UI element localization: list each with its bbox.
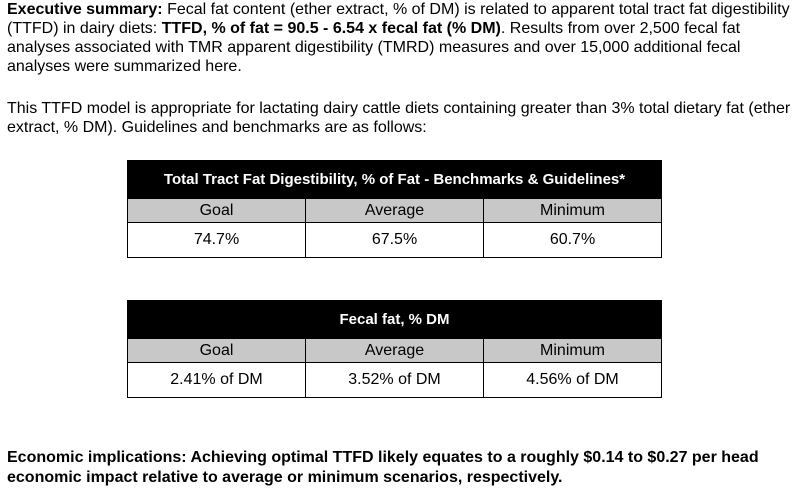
- fecal-fat-header-minimum: Minimum: [483, 338, 662, 363]
- fecal-fat-header-average: Average: [305, 338, 484, 363]
- ttfd-value-minimum: 60.7%: [483, 222, 662, 258]
- fecal-fat-header-goal: Goal: [127, 338, 306, 363]
- model-paragraph: This TTFD model is appropriate for lacta…: [7, 100, 791, 136]
- fecal-fat-table-title: Fecal fat, % DM: [127, 300, 662, 339]
- economic-implications-paragraph: Economic implications: Achieving optimal…: [7, 449, 759, 486]
- ttfd-value-average: 67.5%: [305, 222, 484, 258]
- summary-label: Executive summary:: [7, 1, 163, 18]
- ttfd-benchmark-table: Total Tract Fat Digestibility, % of Fat …: [127, 160, 662, 258]
- ttfd-header-average: Average: [305, 198, 484, 223]
- summary-text-2: . Results from over 2,500 fecal fat anal…: [7, 20, 741, 75]
- ttfd-table-title: Total Tract Fat Digestibility, % of Fat …: [127, 160, 662, 199]
- ttfd-header-minimum: Minimum: [483, 198, 662, 223]
- executive-summary-paragraph: Executive summary: Fecal fat content (et…: [7, 0, 793, 76]
- fecal-fat-table: Fecal fat, % DM Goal Average Minimum 2.4…: [127, 300, 662, 398]
- summary-text-1: Fecal fat content (ether extract, % of D…: [7, 1, 790, 37]
- fecal-fat-value-goal: 2.41% of DM: [127, 362, 306, 398]
- fecal-fat-value-minimum: 4.56% of DM: [483, 362, 662, 398]
- fecal-fat-value-average: 3.52% of DM: [305, 362, 484, 398]
- ttfd-header-goal: Goal: [127, 198, 306, 223]
- ttfd-value-goal: 74.7%: [127, 222, 306, 258]
- ttfd-equation: TTFD, % of fat = 90.5 - 6.54 x fecal fat…: [161, 20, 501, 37]
